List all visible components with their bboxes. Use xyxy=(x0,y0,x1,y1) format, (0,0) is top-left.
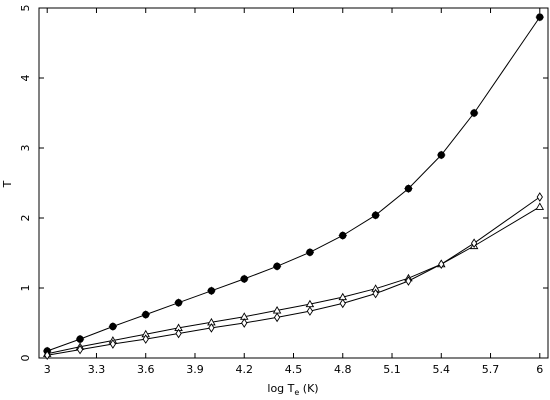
data-point xyxy=(208,323,215,333)
y-tick-label: 0 xyxy=(19,355,32,362)
data-point xyxy=(470,238,478,249)
x-tick-label: 4.5 xyxy=(285,363,303,376)
data-point xyxy=(273,312,281,323)
x-tick-label: 3.9 xyxy=(186,363,204,376)
series-line xyxy=(47,206,541,355)
y-tick-label: 2 xyxy=(19,215,32,222)
x-tick-label: 4.2 xyxy=(235,363,253,376)
x-tick-label: 5.4 xyxy=(433,363,451,376)
x-tick-label: 4.8 xyxy=(334,363,352,376)
x-tick-label: 5.1 xyxy=(383,363,401,376)
data-point xyxy=(535,202,545,210)
data-point xyxy=(109,339,117,349)
series-1 xyxy=(43,13,544,356)
y-tick-label: 3 xyxy=(19,145,32,152)
data-point xyxy=(142,334,149,344)
series-2 xyxy=(42,202,545,357)
series-line xyxy=(47,16,541,352)
data-point xyxy=(76,344,84,355)
data-point xyxy=(339,298,346,309)
y-tick-label: 4 xyxy=(19,75,32,82)
data-point xyxy=(241,318,248,328)
series-line xyxy=(47,196,541,356)
data-point xyxy=(372,288,379,299)
x-tick-label: 6 xyxy=(536,363,543,376)
x-tick-label: 5.7 xyxy=(482,363,500,376)
x-tick-label: 3 xyxy=(44,363,51,376)
x-axis-label: log Te (K) xyxy=(267,382,318,397)
series-3 xyxy=(44,192,543,361)
data-point xyxy=(44,350,51,361)
axis-ticks: 3 3.3 3.6 3.9 4.2 4.5 4.8 5.1 5.4 5.7 6 0 1 2 3 4 5 xyxy=(19,5,548,376)
series-layer xyxy=(42,13,545,361)
data-point xyxy=(405,276,412,286)
x-tick-label: 3.3 xyxy=(88,363,106,376)
x-tick-label: 3.6 xyxy=(137,363,155,376)
y-tick-label: 1 xyxy=(19,285,32,292)
y-tick-label: 5 xyxy=(19,5,32,12)
plot-frame xyxy=(38,7,549,359)
data-point xyxy=(175,328,182,339)
data-point xyxy=(536,192,543,202)
data-point xyxy=(306,306,314,316)
y-axis-label: T xyxy=(1,180,14,188)
data-point xyxy=(438,259,445,270)
